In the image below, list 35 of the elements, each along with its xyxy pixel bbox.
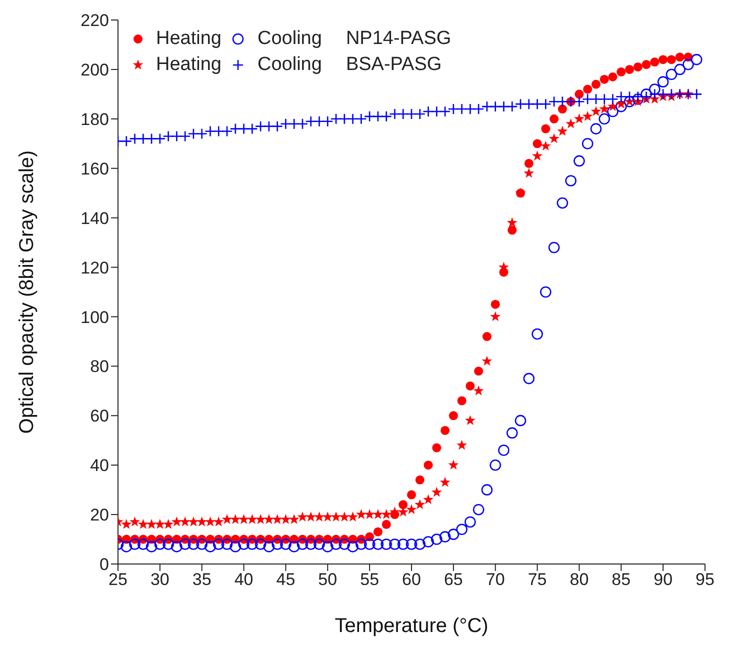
legend-label: Heating: [156, 54, 222, 76]
x-tick-label: 45: [276, 570, 296, 590]
x-tick-label: 75: [528, 570, 547, 590]
y-tick-label: 100: [80, 308, 109, 327]
x-tick-label: 65: [444, 570, 463, 590]
x-tick-label: 35: [192, 570, 212, 590]
y-tick-label: 180: [80, 110, 109, 129]
annotation: NP14-PASG: [346, 28, 452, 50]
x-tick-label: 85: [612, 570, 631, 590]
x-tick-label: 80: [570, 570, 589, 590]
x-tick-label: 30: [150, 570, 170, 590]
y-tick-label: 220: [80, 11, 109, 30]
y-axis-title: Optical opacity (8bit Gray scale): [16, 150, 38, 434]
x-tick-label: 55: [360, 570, 380, 590]
y-tick-label: 60: [90, 406, 109, 426]
x-axis-title: Temperature (°C): [334, 615, 488, 637]
y-tick-label: 200: [80, 60, 109, 80]
y-tick-label: 120: [80, 258, 109, 278]
annotation: BSA-PASG: [346, 54, 443, 76]
x-tick-label: 50: [318, 570, 338, 590]
y-tick-label: 140: [80, 208, 109, 228]
x-tick-label: 95: [696, 570, 714, 590]
legend-label: Cooling: [258, 28, 322, 50]
y-tick-label: 160: [80, 159, 109, 178]
y-tick-label: 40: [90, 456, 109, 476]
x-tick-label: 25: [108, 570, 128, 590]
x-tick-label: 90: [654, 570, 673, 590]
x-tick-label: 60: [402, 570, 421, 590]
y-tick-label: 0: [100, 555, 109, 574]
legend-label: Heating: [156, 28, 222, 50]
y-tick-label: 80: [90, 357, 109, 376]
legend-label: Cooling: [258, 54, 322, 76]
y-tick-label: 20: [90, 506, 109, 525]
x-tick-label: 40: [234, 570, 254, 590]
x-tick-label: 70: [486, 570, 505, 590]
